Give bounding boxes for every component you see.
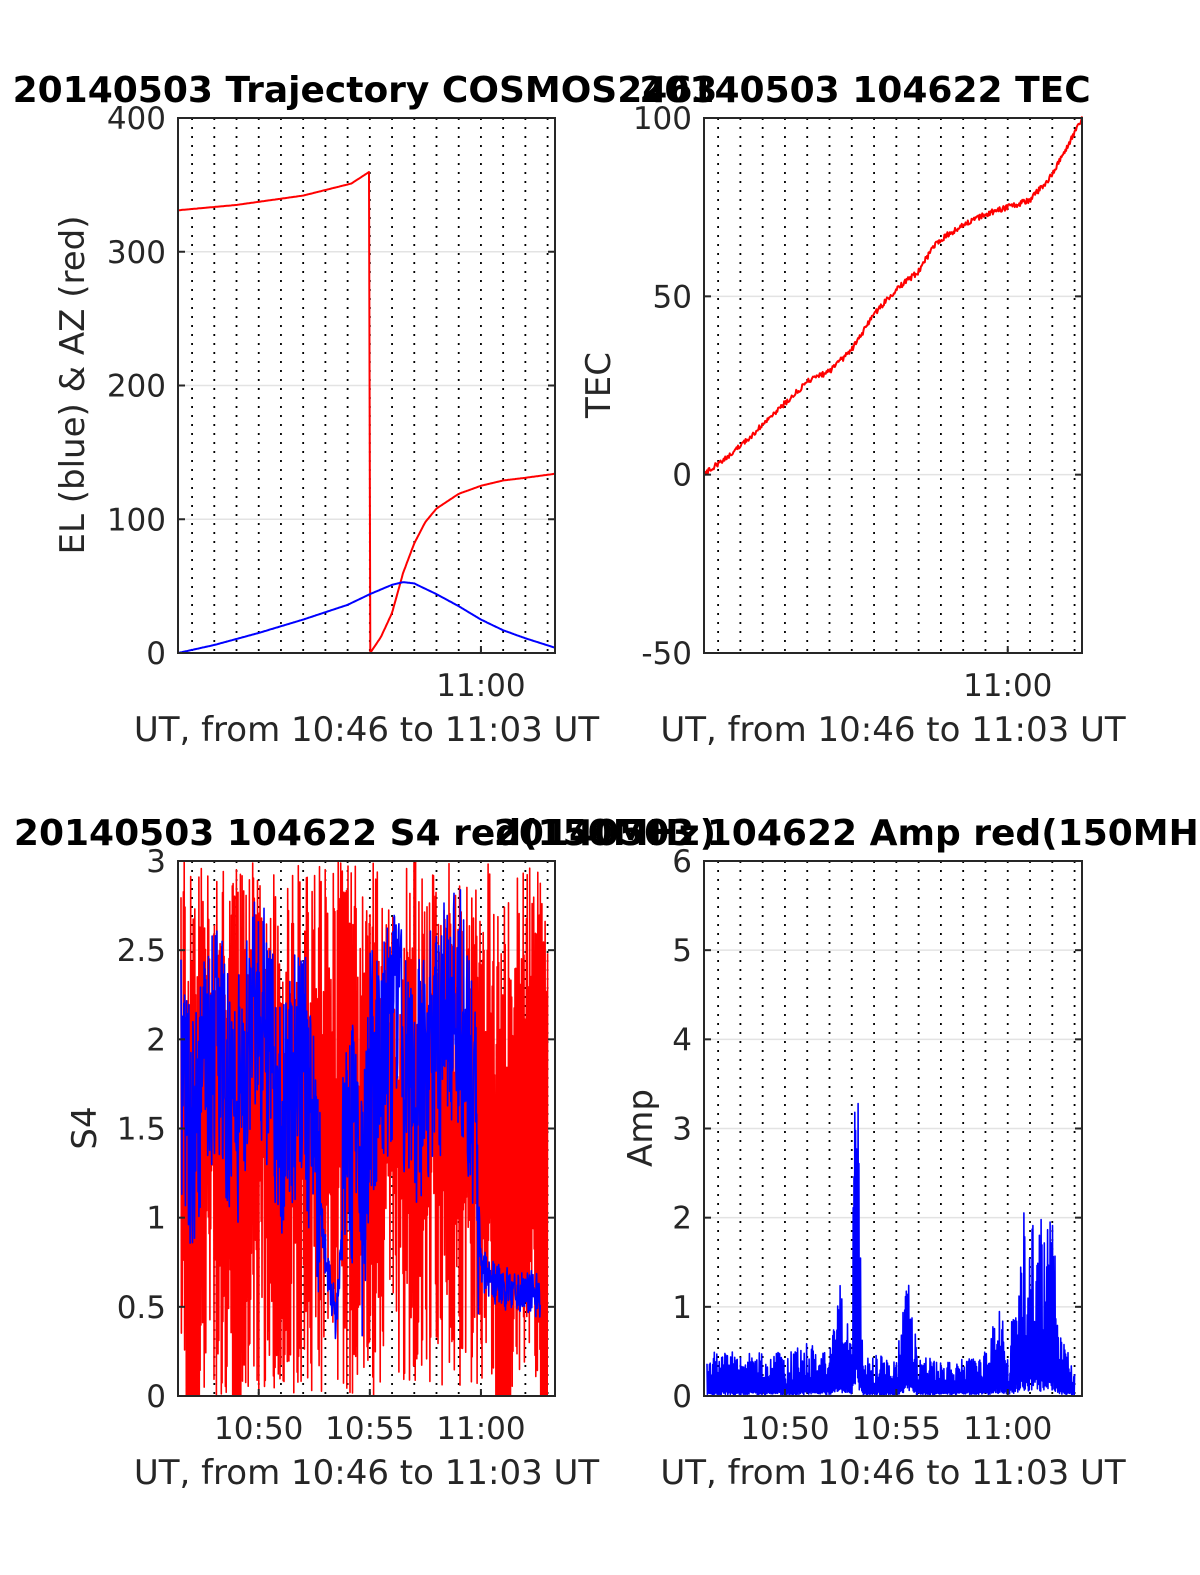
chart-title: 20140503 104622 Amp red(150MHz)	[494, 813, 1200, 854]
y-tick-label: 3	[146, 844, 166, 880]
y-tick-label: 100	[633, 101, 692, 137]
x-tick-label: 10:55	[852, 1411, 941, 1447]
x-axis-label: UT, from 10:46 to 11:03 UT	[134, 710, 600, 750]
series-line-red	[177, 171, 556, 654]
y-axis-label: EL (blue) & AZ (red)	[53, 215, 93, 554]
y-tick-label: 100	[107, 502, 166, 538]
y-tick-label: 400	[107, 101, 166, 137]
y-axis-label: TEC	[579, 352, 619, 419]
chart-panel-4: 0 1 2 3 4 5 6 10:50 10:55 11:00 UT, from 10:46 to …	[494, 813, 1200, 1493]
chart-panel-2: -50 0 50 100 11:00 UT, from 10:46 to 11:03 UT…	[579, 70, 1126, 750]
y-tick-label: 2	[146, 1022, 166, 1058]
y-tick-label: 0	[146, 1379, 166, 1415]
x-tick-label: 10:55	[325, 1411, 414, 1447]
y-tick-label: 0.5	[117, 1290, 166, 1326]
x-axis-label: UT, from 10:46 to 11:03 UT	[134, 1453, 600, 1493]
x-tick-label: 11:00	[963, 668, 1052, 704]
series-line-blue	[706, 1102, 1076, 1396]
x-axis-label: UT, from 10:46 to 11:03 UT	[660, 710, 1126, 750]
x-tick-label: 10:50	[214, 1411, 303, 1447]
y-tick-label: 1	[146, 1201, 166, 1237]
y-tick-label: 2	[672, 1201, 692, 1237]
y-tick-label: 50	[653, 279, 692, 315]
chart-title: 20140503 Trajectory COSMOS2463	[13, 70, 718, 111]
y-axis-label: S4	[65, 1106, 105, 1149]
x-tick-label: 11:00	[436, 668, 525, 704]
y-tick-label: 0	[146, 636, 166, 672]
y-tick-label: 5	[672, 933, 692, 969]
series-line-blue	[180, 889, 541, 1340]
axes-box	[703, 117, 1083, 654]
y-tick-label: 0	[672, 1379, 692, 1415]
y-tick-label: 200	[107, 369, 166, 405]
y-tick-label: 6	[672, 844, 692, 880]
y-tick-label: 1.5	[117, 1112, 166, 1148]
y-tick-label: 300	[107, 235, 166, 271]
y-tick-label: 3	[672, 1112, 692, 1148]
series-line-red	[703, 116, 1083, 477]
series-line-blue	[177, 581, 556, 654]
y-axis-label: Amp	[621, 1089, 661, 1167]
x-axis-label: UT, from 10:46 to 11:03 UT	[660, 1453, 1126, 1493]
y-tick-label: 2.5	[117, 933, 166, 969]
x-tick-label: 11:00	[963, 1411, 1052, 1447]
y-tick-label: 4	[672, 1022, 692, 1058]
chart-title: 20140503 104622 TEC	[639, 70, 1090, 111]
chart-panel-3: 0 0.5 1 1.5 2 2.5 3 10:50 10:55 11:00 UT, from 10:…	[14, 813, 716, 1493]
series-line-red	[180, 860, 549, 1397]
chart-panel-1: 0 100 200 300 400 11:00 UT, from 10:46 to 11:0…	[13, 70, 718, 750]
x-tick-label: 11:00	[436, 1411, 525, 1447]
y-tick-label: 0	[672, 458, 692, 494]
x-tick-label: 10:50	[740, 1411, 829, 1447]
y-tick-label: -50	[641, 636, 692, 672]
plot-area	[704, 118, 1082, 653]
y-tick-label: 1	[672, 1290, 692, 1326]
chart-title: 20140503 104622 S4 red(150MHz)	[14, 813, 716, 854]
